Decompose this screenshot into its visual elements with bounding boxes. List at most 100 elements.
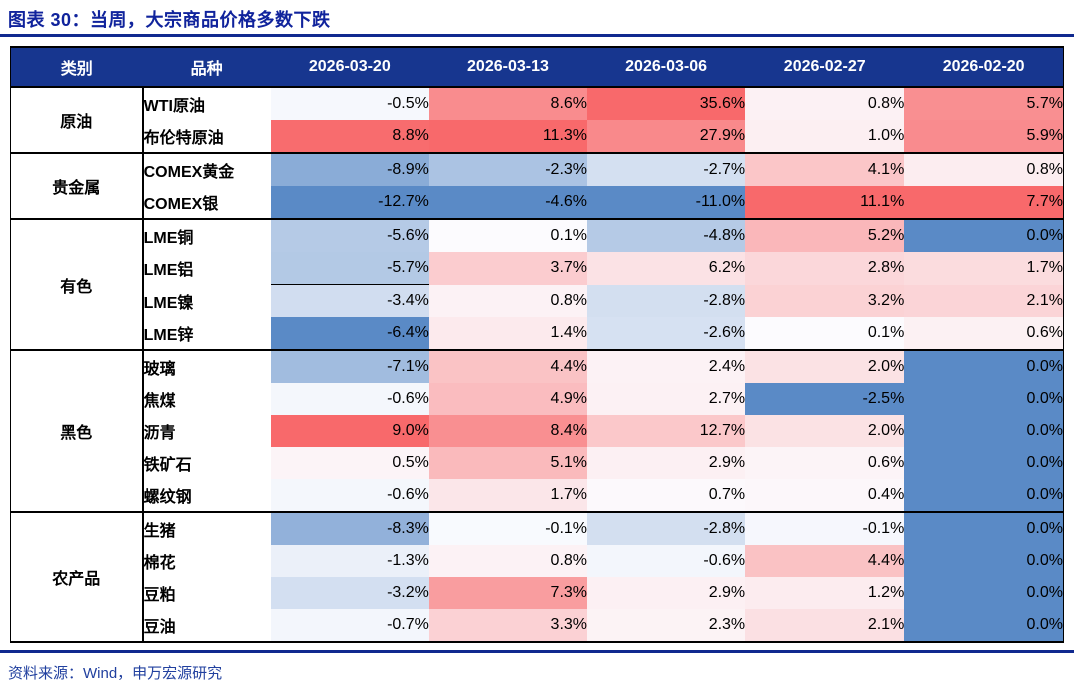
col-header-date-2: 2026-03-06	[587, 47, 746, 88]
table-row: 布伦特原油 8.8% 11.3% 27.9% 1.0% 5.9%	[11, 120, 1064, 153]
value-cell: 1.0%	[745, 120, 905, 153]
title-rule	[0, 34, 1074, 37]
value-cell: -5.6%	[270, 218, 429, 252]
value-cell: 0.6%	[904, 317, 1064, 350]
product-cell: WTI原油	[142, 87, 271, 120]
table-row: COMEX银 -12.7% -4.6% -11.0% 11.1% 7.7%	[11, 186, 1064, 219]
product-cell: LME铜	[142, 218, 271, 252]
product-cell: 棉花	[142, 545, 271, 577]
product-cell: LME铝	[142, 252, 271, 285]
table-row: 贵金属 COMEX黄金 -8.9% -2.3% -2.7% 4.1% 0.8%	[10, 152, 1064, 219]
value-cell: 0.0%	[904, 447, 1064, 479]
value-cell: -0.6%	[587, 545, 746, 577]
product-cell: COMEX黄金	[142, 152, 271, 186]
value-cell: 2.0%	[745, 415, 905, 447]
category-cell: 贵金属	[10, 152, 144, 219]
table-header: 类别 品种 2026-03-20 2026-03-13 2026-03-06 2026-0…	[10, 47, 1064, 88]
value-cell: 2.7%	[587, 383, 746, 415]
table-row: 铁矿石 0.5% 5.1% 2.9% 0.6% 0.0%	[11, 447, 1064, 479]
product-cell: 铁矿石	[142, 447, 271, 479]
value-cell: 0.0%	[904, 218, 1064, 252]
value-cell: 4.4%	[745, 545, 905, 577]
value-cell: 0.0%	[904, 545, 1064, 577]
value-cell: 4.4%	[428, 349, 588, 383]
product-cell: 玻璃	[142, 349, 271, 383]
commodity-price-table: 类别 品种 2026-03-20 2026-03-13 2026-03-06 2026-0…	[10, 46, 1064, 643]
value-cell: 11.1%	[745, 186, 905, 219]
category-cell: 原油	[10, 87, 144, 153]
value-cell: 1.7%	[428, 479, 588, 512]
value-cell: -8.9%	[270, 152, 429, 186]
value-cell: -2.8%	[587, 284, 746, 317]
value-cell: -12.7%	[270, 186, 429, 219]
value-cell: 0.0%	[904, 415, 1064, 447]
table-row: 豆油 -0.7% 3.3% 2.3% 2.1% 0.0%	[11, 609, 1064, 642]
value-cell: -0.1%	[745, 511, 905, 545]
value-cell: 0.1%	[745, 317, 905, 350]
value-cell: -2.6%	[587, 317, 746, 350]
table-row: LME锌 -6.4% 1.4% -2.6% 0.1% 0.6%	[11, 317, 1064, 350]
value-cell: 35.6%	[587, 87, 746, 120]
col-header-date-0: 2026-03-20	[270, 47, 429, 88]
value-cell: 0.8%	[428, 284, 588, 317]
value-cell: 3.2%	[745, 284, 905, 317]
value-cell: -0.6%	[270, 479, 429, 512]
value-cell: 2.0%	[745, 349, 905, 383]
value-cell: -0.6%	[270, 383, 429, 415]
col-header-product: 品种	[142, 47, 271, 88]
source-note: 资料来源：Wind，申万宏源研究	[8, 665, 223, 682]
value-cell: -5.7%	[270, 252, 429, 285]
value-cell: -1.3%	[270, 545, 429, 577]
value-cell: 1.4%	[428, 317, 588, 350]
value-cell: 0.8%	[904, 152, 1064, 186]
source-rule	[0, 650, 1074, 653]
col-header-date-1: 2026-03-13	[428, 47, 588, 88]
value-cell: 1.7%	[904, 252, 1064, 285]
value-cell: 27.9%	[587, 120, 746, 153]
value-cell: -8.3%	[270, 511, 429, 545]
col-header-date-3: 2026-02-27	[745, 47, 905, 88]
product-cell: 豆粕	[142, 577, 271, 609]
value-cell: 0.0%	[904, 609, 1064, 642]
product-cell: LME镍	[142, 284, 271, 317]
value-cell: 9.0%	[270, 415, 429, 447]
value-cell: 2.9%	[587, 447, 746, 479]
col-header-date-4: 2026-02-20	[904, 47, 1064, 88]
value-cell: 2.1%	[904, 284, 1064, 317]
product-cell: 布伦特原油	[142, 120, 271, 153]
product-cell: 螺纹钢	[142, 479, 271, 512]
table-row: 焦煤 -0.6% 4.9% 2.7% -2.5% 0.0%	[11, 383, 1064, 415]
table-row: 沥青 9.0% 8.4% 12.7% 2.0% 0.0%	[11, 415, 1064, 447]
value-cell: 0.8%	[428, 545, 588, 577]
value-cell: 0.7%	[587, 479, 746, 512]
value-cell: 3.7%	[428, 252, 588, 285]
value-cell: -4.6%	[428, 186, 588, 219]
table-row: 豆粕 -3.2% 7.3% 2.9% 1.2% 0.0%	[11, 577, 1064, 609]
value-cell: -4.8%	[587, 218, 746, 252]
value-cell: 4.1%	[745, 152, 905, 186]
value-cell: 3.3%	[428, 609, 588, 642]
product-cell: 沥青	[142, 415, 271, 447]
value-cell: 5.2%	[745, 218, 905, 252]
value-cell: 8.8%	[270, 120, 429, 153]
value-cell: 1.2%	[745, 577, 905, 609]
value-cell: -0.7%	[270, 609, 429, 642]
value-cell: 6.2%	[587, 252, 746, 285]
value-cell: 5.7%	[904, 87, 1064, 120]
category-cell: 有色	[10, 218, 144, 350]
product-cell: 焦煤	[142, 383, 271, 415]
value-cell: -2.8%	[587, 511, 746, 545]
value-cell: 0.8%	[745, 87, 905, 120]
value-cell: 12.7%	[587, 415, 746, 447]
value-cell: 4.9%	[428, 383, 588, 415]
product-cell: 豆油	[142, 609, 271, 642]
table-row: LME镍 -3.4% 0.8% -2.8% 3.2% 2.1%	[11, 284, 1064, 317]
value-cell: -0.1%	[428, 511, 588, 545]
value-cell: 0.0%	[904, 479, 1064, 512]
figure-title: 图表 30：当周，大宗商品价格多数下跌	[8, 10, 331, 30]
value-cell: 0.5%	[270, 447, 429, 479]
value-cell: 2.1%	[745, 609, 905, 642]
value-cell: 2.9%	[587, 577, 746, 609]
value-cell: -3.2%	[270, 577, 429, 609]
